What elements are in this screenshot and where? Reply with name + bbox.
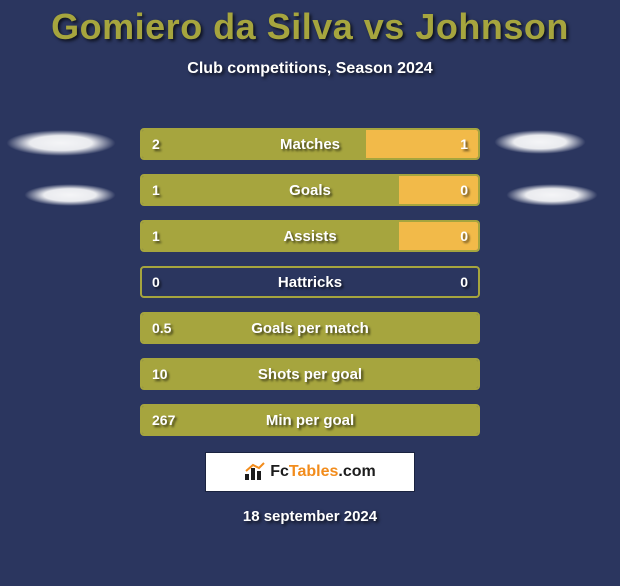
avatar-shadow <box>494 130 586 154</box>
stat-row: 0Hattricks0 <box>140 266 480 298</box>
stat-label: Matches <box>142 130 478 158</box>
stat-value-player2 <box>458 360 478 388</box>
stat-row: 0.5Goals per match <box>140 312 480 344</box>
stat-label: Assists <box>142 222 478 250</box>
avatar-shadow <box>6 130 116 156</box>
bar-chart-icon <box>244 462 266 482</box>
stat-label: Shots per goal <box>142 360 478 388</box>
subtitle: Club competitions, Season 2024 <box>0 60 620 78</box>
player2-name: Johnson <box>415 6 569 47</box>
comparison-title: Gomiero da Silva vs Johnson <box>0 6 620 48</box>
stat-label: Min per goal <box>142 406 478 434</box>
stat-row: 1Goals0 <box>140 174 480 206</box>
stat-row: 1Assists0 <box>140 220 480 252</box>
vs-text: vs <box>364 6 405 47</box>
stat-value-player2 <box>458 314 478 342</box>
logo-text: FcTables.com <box>270 463 376 481</box>
avatar-shadow <box>24 184 116 206</box>
stat-bars: 2Matches11Goals01Assists00Hattricks00.5G… <box>140 128 480 450</box>
stat-value-player2: 0 <box>450 268 478 296</box>
stat-row: 2Matches1 <box>140 128 480 160</box>
stat-label: Goals <box>142 176 478 204</box>
stat-value-player2: 0 <box>450 222 478 250</box>
avatar-shadow <box>506 184 598 206</box>
stat-value-player2: 0 <box>450 176 478 204</box>
stat-value-player2 <box>458 406 478 434</box>
stat-label: Goals per match <box>142 314 478 342</box>
player1-name: Gomiero da Silva <box>51 6 353 47</box>
fctables-logo: FcTables.com <box>205 452 415 492</box>
stat-value-player2: 1 <box>450 130 478 158</box>
stat-row: 267Min per goal <box>140 404 480 436</box>
date-label: 18 september 2024 <box>0 508 620 525</box>
stat-label: Hattricks <box>142 268 478 296</box>
stat-row: 10Shots per goal <box>140 358 480 390</box>
